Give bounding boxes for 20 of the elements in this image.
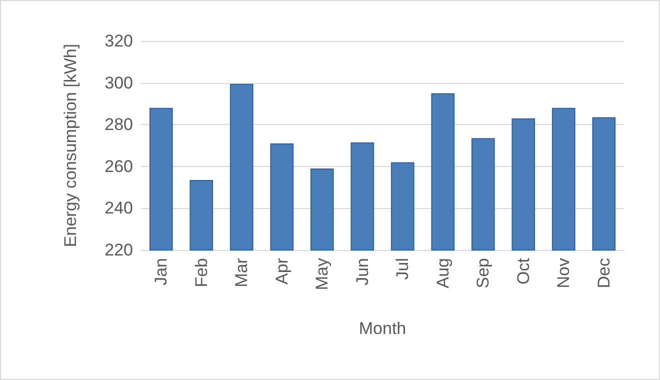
- y-tick-label: 300: [104, 73, 133, 92]
- x-tick-label: May: [312, 258, 332, 290]
- x-tick-label: Dec: [594, 258, 614, 288]
- y-tick-label: 260: [104, 156, 133, 176]
- y-tick-label: 220: [104, 240, 133, 260]
- x-tick-label: Jun: [352, 258, 372, 286]
- x-axis-title: Month: [358, 319, 406, 338]
- x-tick-label: Nov: [554, 258, 574, 288]
- x-tick-label: Apr: [272, 258, 292, 284]
- y-axis-title: Energy consumption [kWh]: [61, 44, 80, 248]
- x-tick-label: Sep: [474, 258, 493, 288]
- y-tick-label: 320: [104, 32, 133, 50]
- x-tick-label: Oct: [514, 258, 533, 284]
- x-tick-label: Feb: [192, 258, 211, 288]
- y-tick-label: 280: [104, 115, 133, 134]
- x-tick-label: Jul: [393, 258, 412, 280]
- x-tick-label: Aug: [433, 258, 452, 288]
- y-tick-label: 240: [104, 198, 133, 218]
- x-tick-label: Jan: [152, 258, 171, 286]
- x-tick-label: Mar: [232, 258, 252, 288]
